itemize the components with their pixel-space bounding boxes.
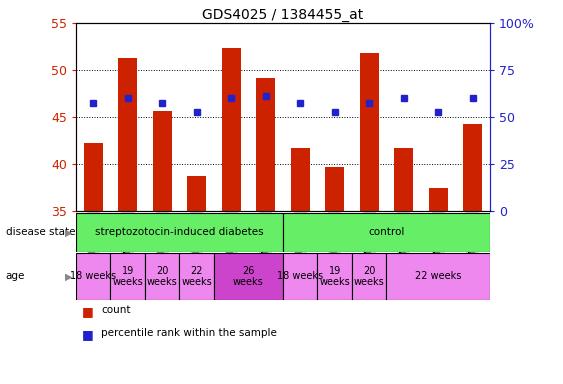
Bar [283, 213, 490, 252]
Text: percentile rank within the sample: percentile rank within the sample [101, 328, 277, 338]
Bar [118, 58, 137, 211]
Bar [76, 213, 283, 252]
Bar [325, 167, 344, 211]
Text: 22
weeks: 22 weeks [181, 266, 212, 287]
Bar [222, 48, 240, 211]
Text: ■: ■ [82, 305, 93, 318]
Bar [110, 253, 145, 300]
Text: 20
weeks: 20 weeks [354, 266, 385, 287]
Bar [428, 188, 448, 211]
Bar [318, 253, 352, 300]
Bar [187, 176, 206, 211]
Bar [256, 78, 275, 211]
Text: 19
weeks: 19 weeks [319, 266, 350, 287]
Text: age: age [6, 271, 25, 281]
Bar [463, 124, 482, 211]
Title: GDS4025 / 1384455_at: GDS4025 / 1384455_at [202, 8, 364, 22]
Bar [180, 253, 214, 300]
Text: count: count [101, 305, 131, 315]
Text: control: control [368, 227, 405, 237]
Text: 19
weeks: 19 weeks [113, 266, 143, 287]
Text: streptozotocin-induced diabetes: streptozotocin-induced diabetes [95, 227, 264, 237]
Text: 18 weeks: 18 weeks [70, 271, 117, 281]
Bar [283, 253, 318, 300]
Bar [84, 144, 102, 211]
Text: 26
weeks: 26 weeks [233, 266, 264, 287]
Bar [153, 111, 172, 211]
Bar [291, 148, 310, 211]
Text: disease state: disease state [6, 227, 75, 237]
Bar [394, 148, 413, 211]
Bar [145, 253, 180, 300]
Text: ▶: ▶ [65, 227, 72, 237]
Bar [76, 253, 110, 300]
Bar [352, 253, 386, 300]
Text: 20
weeks: 20 weeks [147, 266, 177, 287]
Text: ▶: ▶ [65, 271, 72, 281]
Bar [386, 253, 490, 300]
Text: 18 weeks: 18 weeks [277, 271, 323, 281]
Bar [360, 53, 378, 211]
Text: ■: ■ [82, 328, 93, 341]
Bar [214, 253, 283, 300]
Text: 22 weeks: 22 weeks [415, 271, 461, 281]
